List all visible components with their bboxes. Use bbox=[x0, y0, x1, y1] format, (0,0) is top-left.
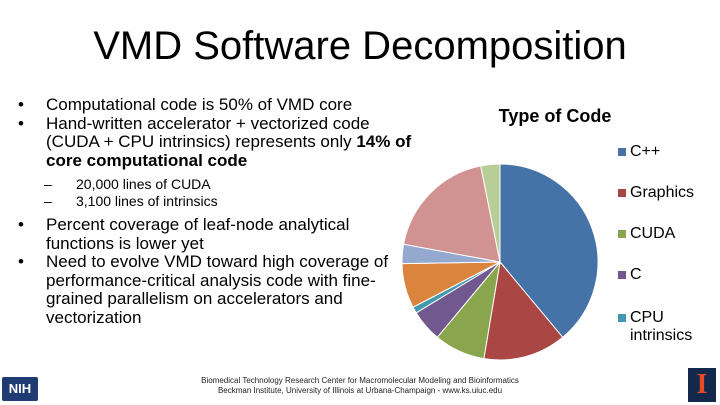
bullet-3: • Percent coverage of leaf-node analytic… bbox=[18, 215, 418, 253]
bullet-1-text: Computational code is 50% of VMD core bbox=[46, 95, 353, 114]
legend-swatch bbox=[618, 271, 626, 279]
legend-label: C bbox=[630, 266, 642, 283]
chart-title: Type of Code bbox=[498, 106, 612, 126]
bullet-4: • Need to evolve VMD toward high coverag… bbox=[18, 252, 418, 327]
dash-glyph: – bbox=[44, 193, 52, 209]
legend-label: CUDA bbox=[630, 225, 676, 242]
sub-bullet-2-text: 3,100 lines of intrinsics bbox=[76, 193, 218, 209]
bullet-4-text: Need to evolve VMD toward high coverage … bbox=[46, 252, 389, 327]
footer-line-1: Biomedical Technology Research Center fo… bbox=[201, 376, 519, 385]
legend-swatch bbox=[618, 314, 626, 322]
legend-label: C++ bbox=[630, 143, 661, 160]
legend-swatch bbox=[618, 230, 626, 238]
bullet-glyph: • bbox=[18, 252, 24, 271]
pie-slice-c- bbox=[499, 163, 599, 339]
legend-label: CPU intrinsics bbox=[630, 309, 693, 344]
sub-bullet-2: – 3,100 lines of intrinsics bbox=[18, 193, 418, 210]
dash-glyph: – bbox=[44, 176, 52, 192]
pie-slice-other-7 bbox=[403, 165, 501, 263]
bullet-3-text: Percent coverage of leaf-node analytical… bbox=[46, 215, 350, 253]
sub-bullet-1-text: 20,000 lines of CUDA bbox=[76, 176, 211, 192]
pie-chart bbox=[401, 163, 599, 360]
bullet-glyph: • bbox=[18, 95, 24, 114]
illinois-logo: I bbox=[688, 368, 716, 402]
slide-title: VMD Software Decomposition bbox=[93, 24, 627, 68]
nih-logo: NIH bbox=[2, 377, 38, 401]
slide-footer: Biomedical Technology Research Center fo… bbox=[170, 376, 550, 396]
bullet-2: • Hand-written accelerator + vectorized … bbox=[18, 113, 418, 171]
legend-label: Graphics bbox=[630, 184, 695, 201]
bullet-glyph: • bbox=[18, 215, 24, 234]
footer-line-2: Beckman Institute, University of Illinoi… bbox=[217, 386, 503, 395]
legend-swatch bbox=[618, 189, 626, 197]
pie-slice-graphics bbox=[483, 260, 564, 360]
pie-slice-other-8 bbox=[480, 163, 501, 263]
bullet-2-text: Hand-written accelerator + vectorized co… bbox=[46, 113, 370, 151]
bullet-2-bold: 14% of core computational code bbox=[46, 132, 412, 170]
sub-bullet-1: – 20,000 lines of CUDA bbox=[18, 176, 418, 193]
bullet-1: • Computational code is 50% of VMD core bbox=[18, 95, 418, 115]
legend-swatch bbox=[618, 148, 626, 156]
bullet-list: • Computational code is 50% of VMD core … bbox=[18, 95, 418, 327]
bullet-glyph: • bbox=[18, 113, 24, 133]
